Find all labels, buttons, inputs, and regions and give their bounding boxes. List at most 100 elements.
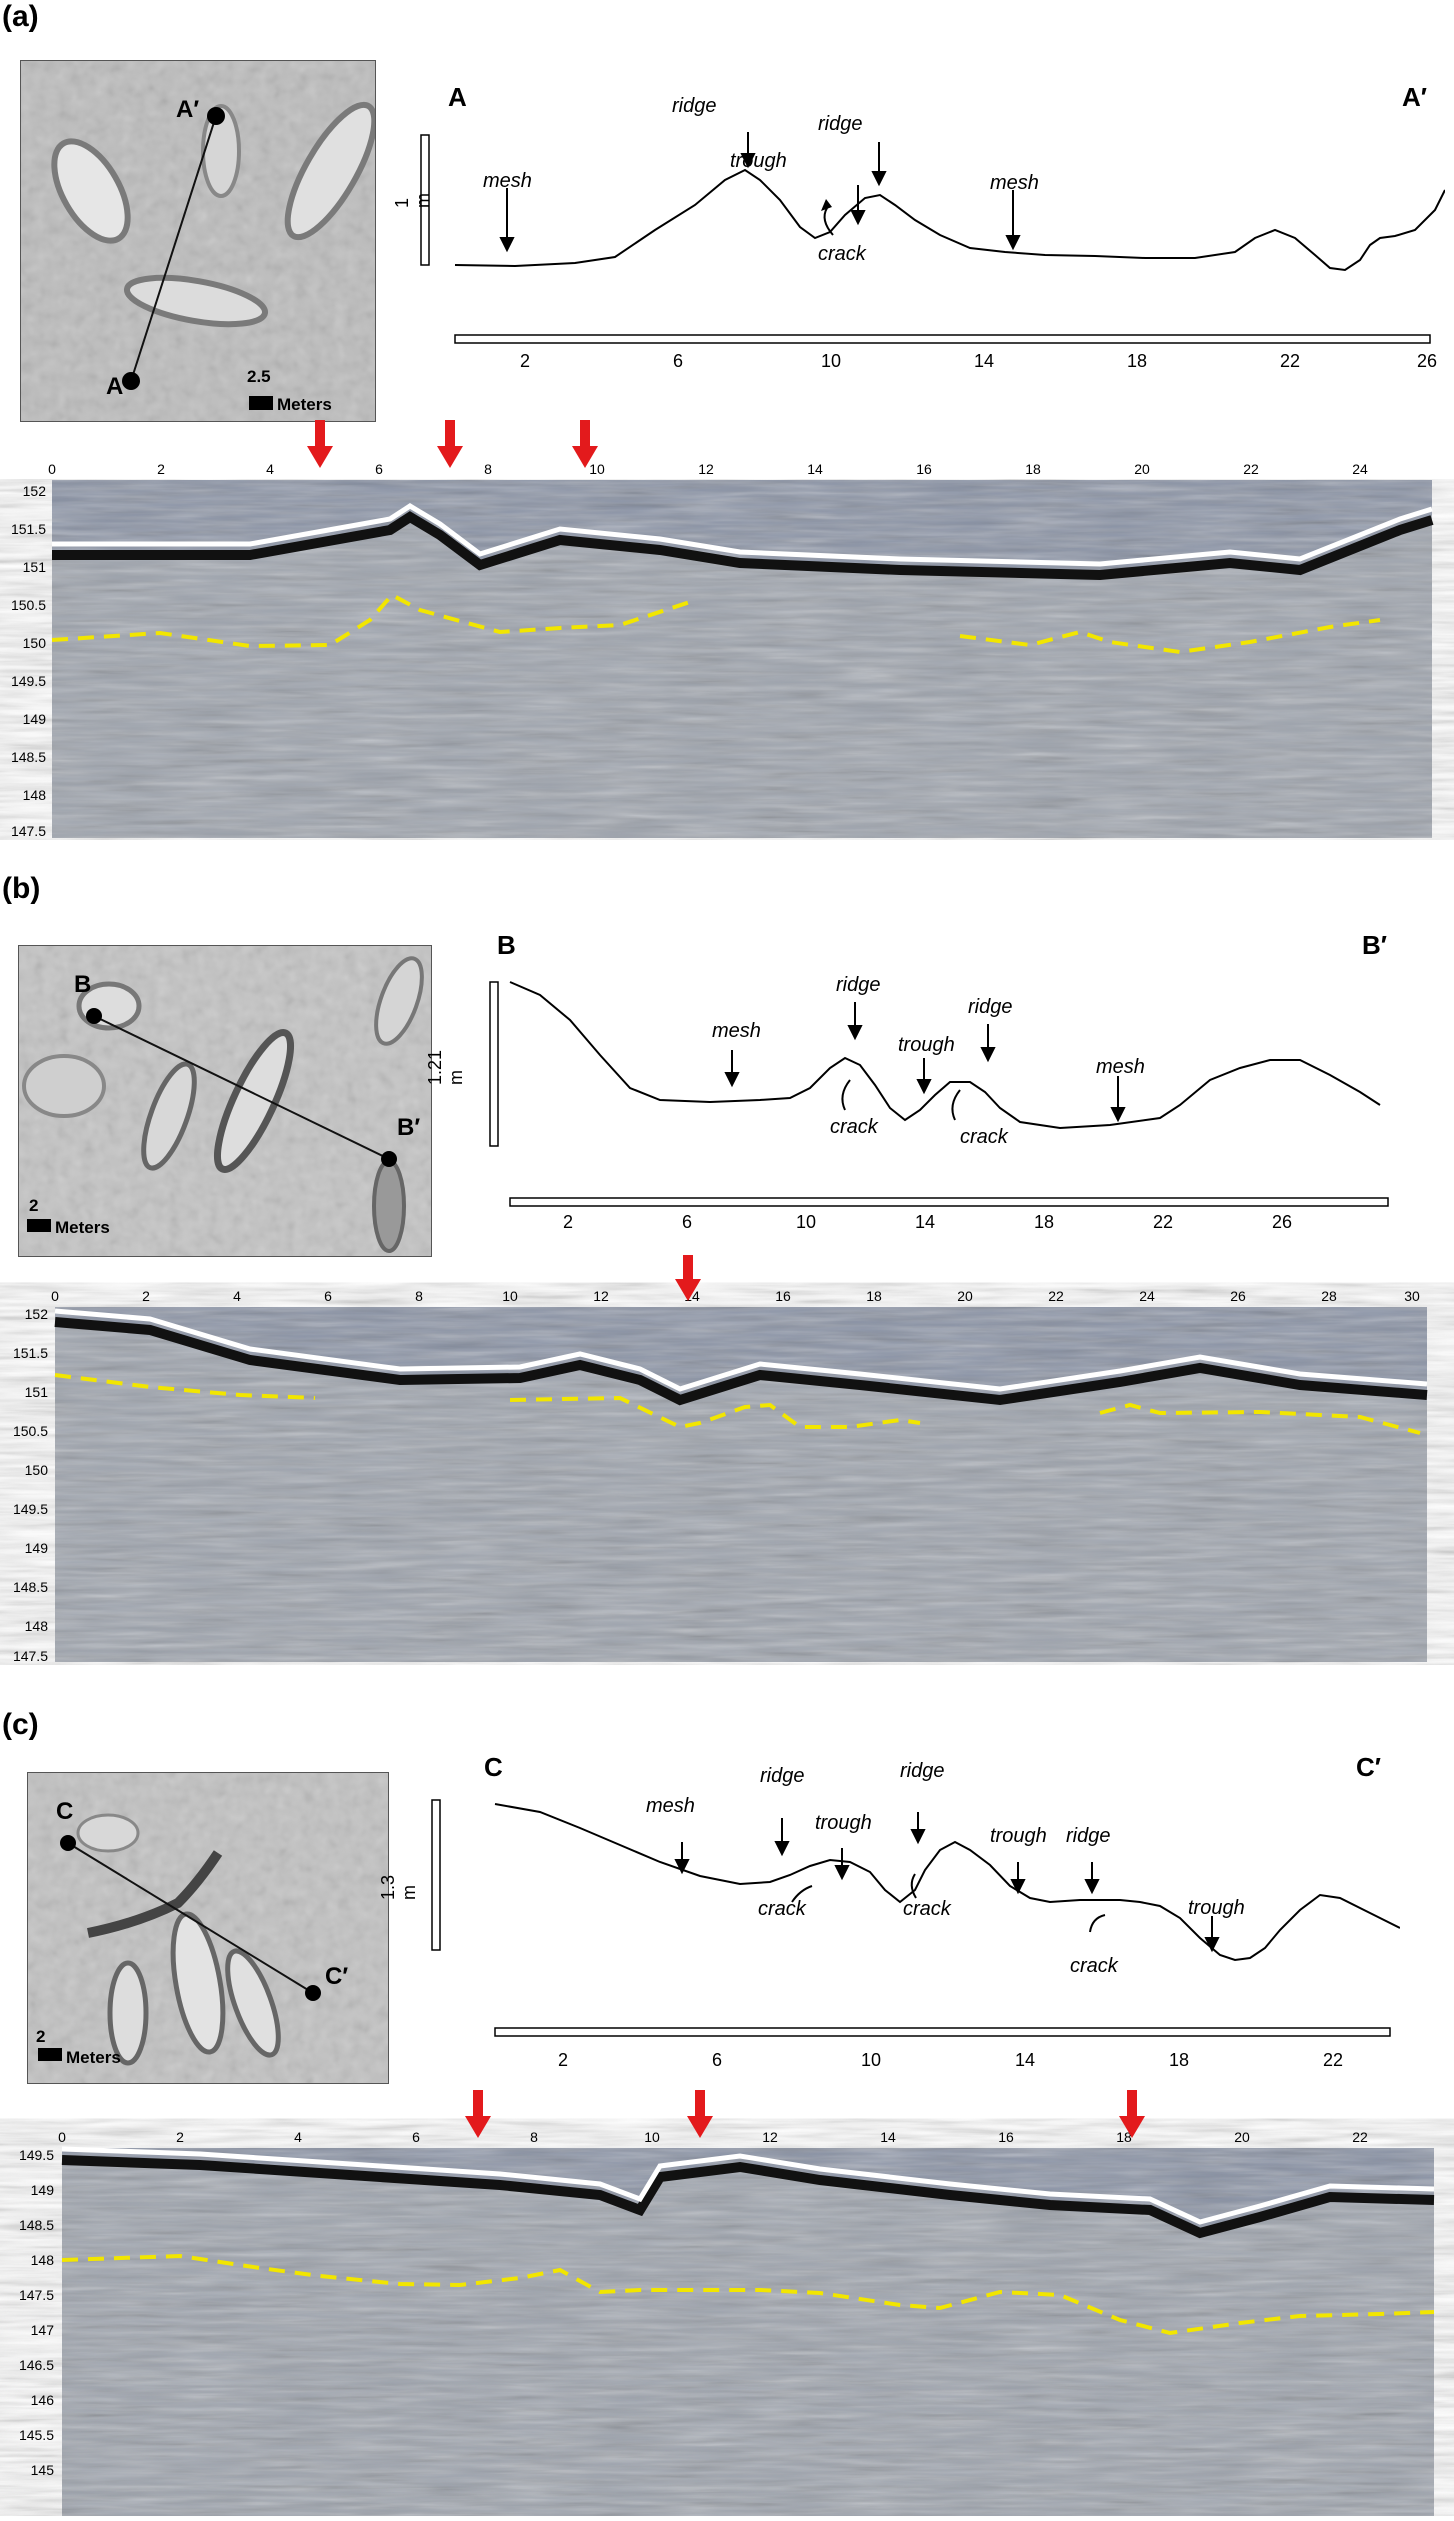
gpr-b-arrows xyxy=(675,1255,701,1301)
profile-a-xtick: 14 xyxy=(974,351,994,370)
gpr-b-ytick: 150.5 xyxy=(13,1423,48,1439)
gpr-c-ytick: 145.5 xyxy=(19,2427,54,2443)
annotation-crack: crack xyxy=(903,1898,951,1920)
profile-b-vscale: 1.21 m xyxy=(425,1049,466,1085)
gpr-c-xtick: 2 xyxy=(176,2129,184,2145)
map-a-scale-unit: Meters xyxy=(277,395,332,414)
profile-c-xtick: 22 xyxy=(1323,2050,1343,2070)
annotation-crack: crack xyxy=(1070,1955,1118,1977)
gpr-c-ytick: 148.5 xyxy=(19,2217,54,2233)
panel-b-label: (b) xyxy=(2,872,41,905)
gpr-b-xtick: 20 xyxy=(957,1288,973,1304)
gpr-c-ytick: 147.5 xyxy=(19,2287,54,2303)
gpr-a-ytick: 150.5 xyxy=(11,597,46,613)
profile-a-xticks: 2 6 10 14 18 22 26 xyxy=(520,351,1437,370)
panel-c-map: C C′ 2 Meters xyxy=(27,1772,389,2084)
profile-a-xtick: 10 xyxy=(821,351,841,370)
panel-a-hillshade xyxy=(21,61,375,421)
annotation-ridge: ridge xyxy=(818,113,863,135)
panel-b-map: B B′ 2 Meters xyxy=(18,945,432,1257)
panel-a-map: A A′ 2.5 Meters xyxy=(20,60,376,422)
map-c-scale-value: 2 xyxy=(36,2027,46,2046)
gpr-c-xtick: 22 xyxy=(1352,2129,1368,2145)
gpr-b-xtick: 30 xyxy=(1404,1288,1420,1304)
profile-b-end: B′ xyxy=(1362,930,1388,960)
gpr-a-ytick: 151 xyxy=(23,559,47,575)
gpr-c-xaxis: 0 2 4 6 8 10 12 14 16 18 20 22 xyxy=(58,2129,1368,2145)
profile-c-xtick: 2 xyxy=(558,2050,568,2070)
annotation-trough: trough xyxy=(730,150,787,172)
gpr-c-radargram: 0 2 4 6 8 10 12 14 16 18 20 22 149.5 149… xyxy=(19,2090,1435,2516)
map-b-end-label: B′ xyxy=(397,1114,421,1141)
profile-b-arrows xyxy=(724,1002,1126,1123)
gpr-c-arrows xyxy=(465,2090,1145,2138)
gpr-a-arrows xyxy=(307,420,598,468)
gpr-a-xtick: 20 xyxy=(1134,461,1150,477)
profile-c-xticks: 2 6 10 14 18 22 xyxy=(558,2050,1343,2070)
annotation-mesh: mesh xyxy=(712,1020,761,1042)
annotation-ridge: ridge xyxy=(836,974,881,996)
gpr-b-xtick: 26 xyxy=(1230,1288,1246,1304)
profile-a-chart: 2 6 10 14 18 22 26 xyxy=(420,132,1445,370)
annotation-ridge: ridge xyxy=(968,996,1013,1018)
gpr-b-xtick: 22 xyxy=(1048,1288,1064,1304)
profile-b-xtick: 22 xyxy=(1153,1212,1173,1232)
gpr-b-xtick: 4 xyxy=(233,1288,241,1304)
profile-c-chart: 2 6 10 14 18 22 xyxy=(431,1799,1400,2070)
gpr-c-ytick: 146 xyxy=(31,2392,55,2408)
gpr-c-xtick: 8 xyxy=(530,2129,538,2145)
gpr-b-yaxis: 152 151.5 151 150.5 150 149.5 149 148.5 … xyxy=(13,1306,48,1664)
panel-c-label: (c) xyxy=(2,1708,39,1741)
map-b-scale-value: 2 xyxy=(29,1196,39,1215)
gpr-c-xtick: 6 xyxy=(412,2129,420,2145)
gpr-a-ytick: 148 xyxy=(23,787,47,803)
profile-c-xtick: 18 xyxy=(1169,2050,1189,2070)
gpr-a-ytick: 149 xyxy=(23,711,47,727)
panel-a-label: (a) xyxy=(2,0,39,33)
annotation-ridge: ridge xyxy=(900,1760,945,1782)
annotation-crack: crack xyxy=(960,1126,1008,1148)
gpr-c-ytick: 149 xyxy=(31,2182,55,2198)
gpr-c-xtick: 12 xyxy=(762,2129,778,2145)
gpr-a-yaxis: 152 151.5 151 150.5 150 149.5 149 148.5 … xyxy=(11,483,46,839)
profile-b-chart: 2 6 10 14 18 22 26 xyxy=(489,981,1389,1232)
gpr-a-xtick: 8 xyxy=(484,461,492,477)
gpr-b-ytick: 147.5 xyxy=(13,1648,48,1664)
gpr-c-ytick: 149.5 xyxy=(19,2147,54,2163)
gpr-b-radargram: 0 2 4 6 8 10 12 14 16 18 20 22 24 26 28 … xyxy=(13,1255,1428,1664)
gpr-b-xtick: 16 xyxy=(775,1288,791,1304)
profile-c-vscale: 1.3 m xyxy=(378,1874,419,1900)
annotation-mesh: mesh xyxy=(1096,1056,1145,1078)
gpr-c-ytick: 148 xyxy=(31,2252,55,2268)
gpr-b-xtick: 24 xyxy=(1139,1288,1155,1304)
gpr-b-xtick: 6 xyxy=(324,1288,332,1304)
gpr-a-xaxis: 0 2 4 6 8 10 12 14 16 18 20 22 24 xyxy=(48,461,1368,477)
profile-a-xtick: 22 xyxy=(1280,351,1300,370)
gpr-c-xtick: 4 xyxy=(294,2129,302,2145)
gpr-b-xtick: 28 xyxy=(1321,1288,1337,1304)
gpr-a-xtick: 0 xyxy=(48,461,56,477)
gpr-a-ytick: 147.5 xyxy=(11,823,46,839)
annotation-trough: trough xyxy=(898,1034,955,1056)
gpr-b-ytick: 148.5 xyxy=(13,1579,48,1595)
gpr-a-xtick: 16 xyxy=(916,461,932,477)
panel-c-gpr: 0 2 4 6 8 10 12 14 16 18 20 22 149.5 149… xyxy=(0,2080,1454,2516)
gpr-b-xtick: 18 xyxy=(866,1288,882,1304)
map-b-start-label: B xyxy=(74,971,92,998)
gpr-a-xtick: 6 xyxy=(375,461,383,477)
profile-c-xtick: 6 xyxy=(712,2050,722,2070)
gpr-b-xtick: 10 xyxy=(502,1288,518,1304)
gpr-a-xtick: 18 xyxy=(1025,461,1041,477)
gpr-c-yaxis: 149.5 149 148.5 148 147.5 147 146.5 146 … xyxy=(19,2147,54,2478)
annotation-trough: trough xyxy=(815,1812,872,1834)
annotation-mesh: mesh xyxy=(990,172,1039,194)
map-c-start-label: C xyxy=(56,1798,74,1825)
profile-b-xtick: 26 xyxy=(1272,1212,1292,1232)
profile-b-xtick: 18 xyxy=(1034,1212,1054,1232)
gpr-b-ytick: 150 xyxy=(25,1462,49,1478)
gpr-b-xtick: 12 xyxy=(593,1288,609,1304)
panel-a-gpr: 0 2 4 6 8 10 12 14 16 18 20 22 24 152 15… xyxy=(0,420,1454,840)
gpr-c-xtick: 14 xyxy=(880,2129,896,2145)
profile-c-xtick: 10 xyxy=(861,2050,881,2070)
gpr-b-xtick: 2 xyxy=(142,1288,150,1304)
